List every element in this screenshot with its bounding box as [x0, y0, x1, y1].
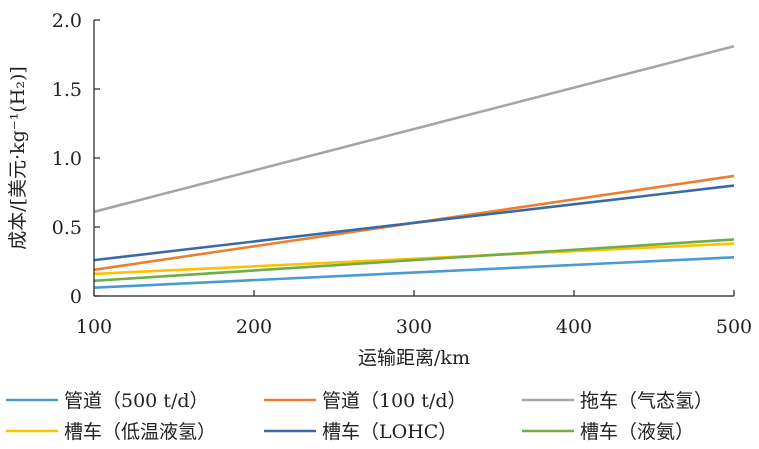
x-tick-label: 500	[716, 316, 752, 338]
x-tick-label: 100	[76, 316, 112, 338]
x-tick-label: 300	[396, 316, 432, 338]
y-tick-label: 2.0	[52, 10, 82, 32]
y-ticks: 0 0.5 1.0 1.5 2.0	[52, 10, 100, 308]
series-line-0	[93, 256, 735, 290]
x-tick-label: 400	[556, 316, 592, 338]
y-tick-label: 0	[70, 286, 82, 308]
series-line-4	[93, 184, 735, 262]
y-tick-label: 1.5	[52, 79, 82, 101]
plot-area	[93, 44, 735, 290]
y-tick-label: 0.5	[52, 217, 82, 239]
legend-label-1: 管道（100 t/d）	[322, 390, 467, 412]
series-line-5	[93, 238, 735, 283]
legend-label-5: 槽车（液氨）	[580, 421, 694, 443]
y-tick-label: 1.0	[52, 148, 82, 170]
legend: 管道（500 t/d） 管道（100 t/d） 拖车（气态氢） 槽车（低温液氢） 槽车（…	[6, 390, 713, 443]
x-axis-title: 运输距离/km	[358, 347, 470, 369]
legend-label-4: 槽车（LOHC）	[322, 421, 457, 443]
x-ticks: 100 200 300 400 500	[76, 290, 752, 338]
legend-label-0: 管道（500 t/d）	[64, 390, 209, 412]
legend-label-3: 槽车（低温液氢）	[64, 421, 216, 443]
series-line-3	[93, 242, 735, 276]
legend-label-2: 拖车（气态氢）	[580, 390, 713, 412]
x-tick-label: 200	[236, 316, 272, 338]
y-axis-title: 成本/[美元·kg⁻¹(H₂)]	[7, 66, 29, 250]
series-line-2	[93, 44, 735, 214]
